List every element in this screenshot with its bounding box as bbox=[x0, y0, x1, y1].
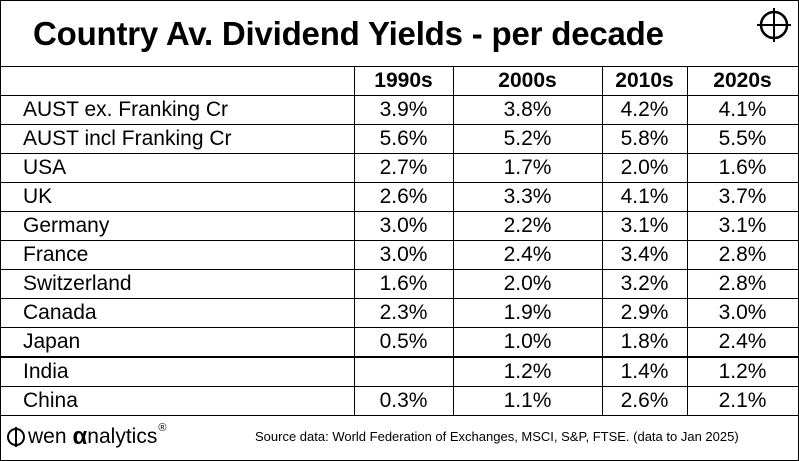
logo-alpha: α bbox=[72, 423, 88, 450]
table-row: Switzerland 1.6% 2.0% 3.2% 2.8% bbox=[1, 269, 798, 299]
table-row: UK 2.6% 3.3% 4.1% 3.7% bbox=[1, 182, 798, 212]
column-header: 2000s bbox=[452, 66, 603, 96]
yield-cell: 2.3% bbox=[353, 298, 454, 328]
yield-cell: 2.4% bbox=[686, 327, 798, 358]
table-row: Canada 2.3% 1.9% 2.9% 3.0% bbox=[1, 298, 798, 328]
logo-text-wen: wen bbox=[28, 425, 67, 448]
yield-cell: 1.2% bbox=[686, 356, 798, 387]
yield-cell: 5.2% bbox=[452, 124, 603, 154]
yield-cell: 3.0% bbox=[353, 240, 454, 270]
header-row: 1990s 2000s 2010s 2020s bbox=[1, 66, 798, 96]
table-row: AUST ex. Franking Cr 3.9% 3.8% 4.2% 4.1% bbox=[1, 95, 798, 125]
crosshair-target-icon bbox=[757, 8, 791, 42]
yield-cell: 3.3% bbox=[452, 182, 603, 212]
table-row: India 1.2% 1.4% 1.2% bbox=[1, 356, 798, 387]
yield-cell: 1.9% bbox=[452, 298, 603, 328]
yield-cell: 2.7% bbox=[353, 153, 454, 183]
registered-mark: ® bbox=[158, 422, 167, 434]
yield-cell: 3.4% bbox=[601, 240, 688, 270]
yield-cell: 3.1% bbox=[686, 211, 798, 241]
corner-cell bbox=[1, 66, 355, 96]
yield-cell: 3.0% bbox=[353, 211, 454, 241]
yield-cell: 3.1% bbox=[601, 211, 688, 241]
column-header: 1990s bbox=[353, 66, 454, 96]
yield-cell: 4.1% bbox=[686, 95, 798, 125]
table-row: Japan 0.5% 1.0% 1.8% 2.4% bbox=[1, 327, 798, 358]
owen-analytics-logo: wen α nalytics ® bbox=[5, 422, 166, 452]
yield-cell: 1.8% bbox=[601, 327, 688, 358]
yield-cell: 2.4% bbox=[452, 240, 603, 270]
country-label: AUST ex. Franking Cr bbox=[1, 95, 355, 125]
yield-cell: 1.4% bbox=[601, 356, 688, 387]
yield-cell: 5.6% bbox=[353, 124, 454, 154]
table-row: USA 2.7% 1.7% 2.0% 1.6% bbox=[1, 153, 798, 183]
table-row: China 0.3% 1.1% 2.6% 2.1% bbox=[1, 386, 798, 416]
country-label: Canada bbox=[1, 298, 355, 328]
column-header: 2020s bbox=[686, 66, 798, 96]
country-label: Switzerland bbox=[1, 269, 355, 299]
yield-cell: 1.7% bbox=[452, 153, 603, 183]
yield-cell: 2.8% bbox=[686, 269, 798, 299]
yield-cell: 2.6% bbox=[353, 182, 454, 212]
country-label: USA bbox=[1, 153, 355, 183]
yield-cell: 3.2% bbox=[601, 269, 688, 299]
yield-cell: 2.8% bbox=[686, 240, 798, 270]
yield-cell: 5.5% bbox=[686, 124, 798, 154]
country-label: Germany bbox=[1, 211, 355, 241]
table-row: Germany 3.0% 2.2% 3.1% 3.1% bbox=[1, 211, 798, 241]
country-label: China bbox=[1, 386, 355, 416]
country-label: Japan bbox=[1, 327, 355, 358]
yield-cell: 1.0% bbox=[452, 327, 603, 358]
yield-cell: 1.1% bbox=[452, 386, 603, 416]
yield-cell: 3.7% bbox=[686, 182, 798, 212]
country-label: France bbox=[1, 240, 355, 270]
table-row: AUST incl Franking Cr 5.6% 5.2% 5.8% 5.5% bbox=[1, 124, 798, 154]
yield-cell: 0.3% bbox=[353, 386, 454, 416]
yield-cell: 2.9% bbox=[601, 298, 688, 328]
table-row: France 3.0% 2.4% 3.4% 2.8% bbox=[1, 240, 798, 270]
yield-cell: 1.6% bbox=[353, 269, 454, 299]
yield-cell: 2.6% bbox=[601, 386, 688, 416]
yield-cell: 3.9% bbox=[353, 95, 454, 125]
yield-cell: 0.5% bbox=[353, 327, 454, 358]
yield-cell: 4.2% bbox=[601, 95, 688, 125]
yield-cell: 1.2% bbox=[452, 356, 603, 387]
country-label: India bbox=[1, 356, 355, 387]
yield-cell: 2.0% bbox=[452, 269, 603, 299]
country-label: UK bbox=[1, 182, 355, 212]
dividend-yield-table: 1990s 2000s 2010s 2020s AUST ex. Frankin… bbox=[1, 66, 798, 416]
column-header: 2010s bbox=[601, 66, 688, 96]
yield-cell: 5.8% bbox=[601, 124, 688, 154]
yield-cell: 3.0% bbox=[686, 298, 798, 328]
country-label: AUST incl Franking Cr bbox=[1, 124, 355, 154]
chart-title: Country Av. Dividend Yields - per decade bbox=[33, 15, 664, 52]
yield-cell: 2.1% bbox=[686, 386, 798, 416]
yield-cell bbox=[353, 356, 454, 387]
o-with-bar-icon bbox=[7, 427, 25, 447]
yield-cell: 1.6% bbox=[686, 153, 798, 183]
yield-cell: 4.1% bbox=[601, 182, 688, 212]
source-note: Source data: World Federation of Exchang… bbox=[255, 429, 739, 444]
logo-text-analytics: nalytics bbox=[87, 425, 158, 448]
yield-cell: 2.2% bbox=[452, 211, 603, 241]
yield-cell: 3.8% bbox=[452, 95, 603, 125]
yield-cell: 2.0% bbox=[601, 153, 688, 183]
